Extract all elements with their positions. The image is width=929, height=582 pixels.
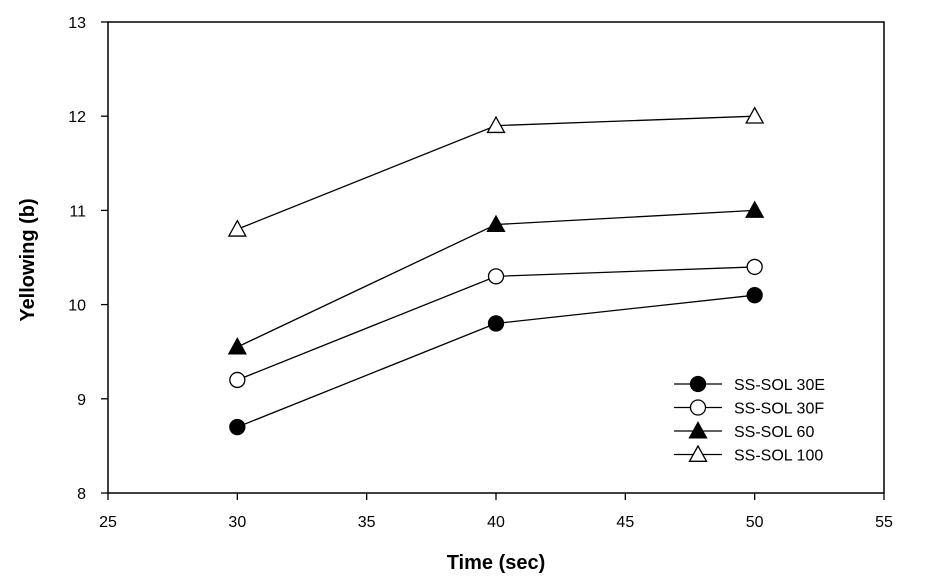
y-axis-title: Yellowing (b): [17, 198, 39, 321]
series-3: [227, 200, 765, 355]
legend-marker: [689, 399, 707, 416]
data-point: [745, 106, 765, 124]
legend-item: SS-SOL 60: [674, 421, 814, 441]
legend-item: SS-SOL 100: [674, 444, 823, 465]
legend-label: SS-SOL 100: [734, 448, 823, 465]
data-point: [229, 371, 246, 389]
x-axis: 25 30 35 40 45 50 55: [99, 493, 893, 531]
data-point: [746, 287, 763, 304]
y-tick-label: 11: [69, 203, 86, 220]
legend-marker: [689, 375, 707, 393]
data-point: [487, 268, 505, 285]
y-axis: 8 9 10 11 12 13: [68, 15, 108, 503]
data-point: [227, 219, 247, 237]
data-point: [486, 214, 506, 232]
y-tick-label: 13: [68, 15, 86, 32]
data-point: [745, 200, 765, 218]
data-point: [486, 115, 506, 134]
y-tick-label: 12: [68, 109, 86, 126]
legend-label: SS-SOL 60: [734, 424, 814, 441]
legend-label: SS-SOL 30E: [734, 377, 825, 394]
legend-item: SS-SOL 30E: [674, 375, 825, 394]
x-tick-label: 55: [875, 514, 893, 531]
x-tick-label: 25: [99, 514, 117, 531]
legend: SS-SOL 30E SS-SOL 30F SS-SOL 60 SS-SOL 100: [674, 375, 825, 465]
series-1: [229, 287, 763, 436]
legend-item: SS-SOL 30F: [674, 399, 824, 418]
series-group: [227, 106, 765, 436]
data-point: [746, 258, 763, 276]
y-tick-label: 9: [77, 392, 86, 409]
x-tick-label: 30: [228, 514, 246, 531]
y-tick-label: 8: [77, 486, 86, 503]
data-point: [487, 315, 505, 332]
x-tick-label: 35: [358, 514, 376, 531]
series-line: [237, 115, 755, 230]
plot-frame: [107, 21, 885, 494]
data-point: [229, 418, 246, 436]
x-axis-title: Time (sec): [447, 552, 546, 574]
x-tick-label: 45: [616, 514, 634, 531]
legend-marker: [688, 444, 708, 462]
legend-label: SS-SOL 30F: [734, 401, 824, 418]
y-tick-label: 10: [68, 298, 86, 315]
legend-marker: [688, 421, 708, 439]
series-2: [229, 258, 763, 389]
series-4: [227, 106, 765, 237]
x-tick-label: 50: [746, 514, 764, 531]
data-point: [227, 337, 247, 355]
x-tick-label: 40: [487, 514, 505, 531]
